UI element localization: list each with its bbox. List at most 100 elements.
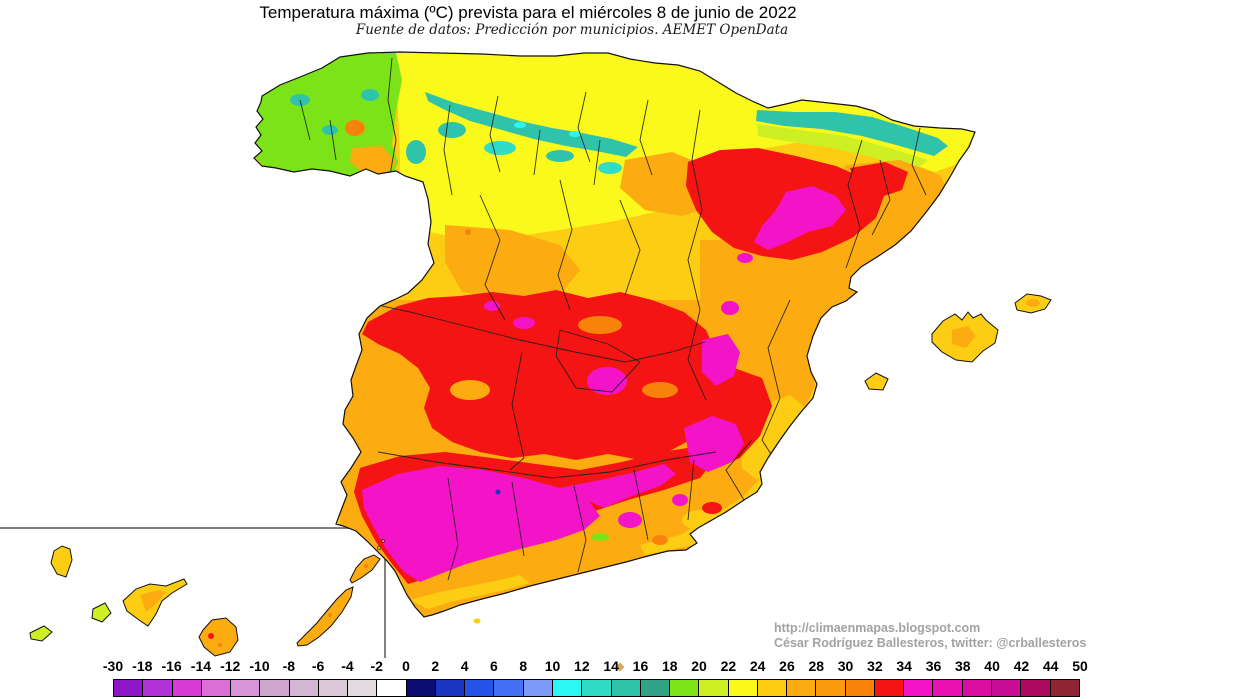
zone-cantabrian-teal-blob	[598, 162, 622, 174]
zone-pyrenees-teal-ridge	[756, 110, 948, 156]
islet-la-graciosa	[376, 545, 382, 551]
island-lanzarote-dot	[364, 564, 368, 568]
mainland-zones	[254, 52, 975, 617]
legend-color-cell	[610, 680, 640, 696]
legend-tick-label: 40	[984, 658, 1000, 674]
legend-tick-label: -10	[249, 658, 270, 674]
credits-block: http://climaenmapas.blogspot.com César R…	[774, 621, 1086, 651]
zone-guadalquivir-magenta-arm	[560, 464, 676, 508]
legend-color-cell	[317, 680, 348, 696]
legend-tick-label: -16	[161, 658, 182, 674]
legend-color-cell	[669, 680, 699, 696]
zone-cantabrian-cyan-speck	[514, 122, 526, 128]
canary-islands-inset	[29, 539, 385, 657]
legend-tick-label: 0	[402, 658, 410, 674]
legend-color-cell	[1049, 680, 1079, 696]
legend-color-cell	[434, 680, 465, 696]
zone-galicia-teal-speck	[361, 89, 379, 101]
zone-central-magenta-blob	[587, 367, 627, 395]
zone-guadalquivir-magenta	[362, 466, 600, 582]
legend-color-cell	[230, 680, 260, 696]
legend-color-cell	[405, 680, 435, 696]
island-fuerteventura	[296, 586, 354, 647]
zone-ourense-orange	[350, 146, 396, 175]
island-la-palma	[50, 545, 73, 578]
legend-color-cell	[932, 680, 962, 696]
zone-cantabrian-teal-blob	[546, 150, 574, 162]
legend-color-cell	[114, 680, 143, 696]
credit-url: http://climaenmapas.blogspot.com	[774, 621, 981, 635]
legend-color-cell	[815, 680, 845, 696]
legend-tick-label: 32	[867, 658, 883, 674]
island-mallorca-orange-patch	[952, 326, 976, 348]
island-fuerteventura-dot	[328, 613, 332, 617]
zone-teruel-magenta	[721, 301, 739, 315]
canary-inset-frame	[0, 527, 386, 658]
legend-tick-label: 26	[779, 658, 795, 674]
legend-tick-label: 42	[1013, 658, 1030, 674]
legend-color-cell	[493, 680, 523, 696]
island-la-gomera	[91, 602, 112, 623]
legend-tick-label: 4	[460, 658, 469, 674]
legend-color-cell	[200, 680, 231, 696]
legend-tick-label: 6	[490, 658, 498, 674]
legend-tick-label: -2	[370, 658, 383, 674]
legend-color-cell	[581, 680, 611, 696]
legend-tick-label: 28	[808, 658, 825, 674]
zone-extremadura-orange-island	[450, 380, 490, 400]
legend-tick-label: 16	[632, 658, 649, 674]
legend-tick-label: 2	[431, 658, 440, 674]
zone-sierra-nevada-green	[591, 533, 609, 541]
legend-color-cell	[639, 680, 670, 696]
legend-color-cell	[961, 680, 991, 696]
legend-color-cell	[903, 680, 933, 696]
legend-tick-label: 20	[691, 658, 707, 674]
legend-color-cell	[844, 680, 874, 696]
zone-duero-orange	[445, 225, 580, 300]
legend-tick-label: 22	[720, 658, 737, 674]
legend-tick-label: 44	[1042, 658, 1059, 674]
island-gran-canaria	[198, 617, 239, 657]
legend-tick-label: -4	[341, 658, 354, 674]
legend-tick-label: 12	[574, 658, 590, 674]
legend-color-cell	[1020, 680, 1050, 696]
legend-tick-label: 34	[896, 658, 912, 674]
legend-tick-label: 8	[519, 658, 528, 674]
legend-bar	[113, 679, 1080, 697]
legend-color-cell	[464, 680, 494, 696]
legend-color-cell	[259, 680, 289, 696]
zone-granada-coast-red	[652, 535, 668, 545]
legend-tick-label: 24	[749, 658, 766, 674]
legend-tick-label: 14	[603, 658, 619, 674]
zone-murcia-magenta	[672, 494, 688, 506]
zone-murcia-coast-red	[702, 502, 722, 514]
zone-toledo-magenta	[484, 301, 500, 311]
zone-cantabrian-teal-ridge	[425, 92, 638, 157]
zone-galicia-teal-speck	[322, 125, 338, 135]
island-tenerife-orange-patch	[140, 590, 166, 612]
legend-tick-label: 30	[837, 658, 854, 674]
mainland-coastline	[253, 51, 976, 618]
zone-lleida-red	[850, 162, 908, 198]
legend-color-cell	[990, 680, 1021, 696]
legend-color-cell	[376, 680, 406, 696]
zone-leon-mountains-teal	[406, 140, 426, 164]
tan-marker-artifact	[615, 662, 625, 672]
speck-south-of-cadiz	[473, 618, 481, 624]
zone-cantabrian-cyan-speck	[569, 131, 581, 137]
island-gran-canaria-red-dot	[208, 633, 214, 639]
legend-color-cell	[727, 680, 757, 696]
data-source-subtitle: Fuente de datos: Predicción por municipi…	[355, 22, 789, 38]
legend-color-cell	[347, 680, 377, 696]
island-el-hierro	[29, 625, 53, 642]
legend-tick-label: -8	[282, 658, 296, 674]
zone-central-plateau-red	[362, 290, 718, 460]
zone-cantabrian-teal-blob	[484, 141, 516, 155]
zone-zaragoza-magenta-core	[754, 186, 846, 250]
zone-granada-magenta	[618, 512, 642, 528]
zone-pyrenees-green-fringe	[757, 124, 928, 170]
legend-color-cell	[171, 680, 201, 696]
legend-color-cell	[786, 680, 816, 696]
legend-color-cell	[756, 680, 787, 696]
